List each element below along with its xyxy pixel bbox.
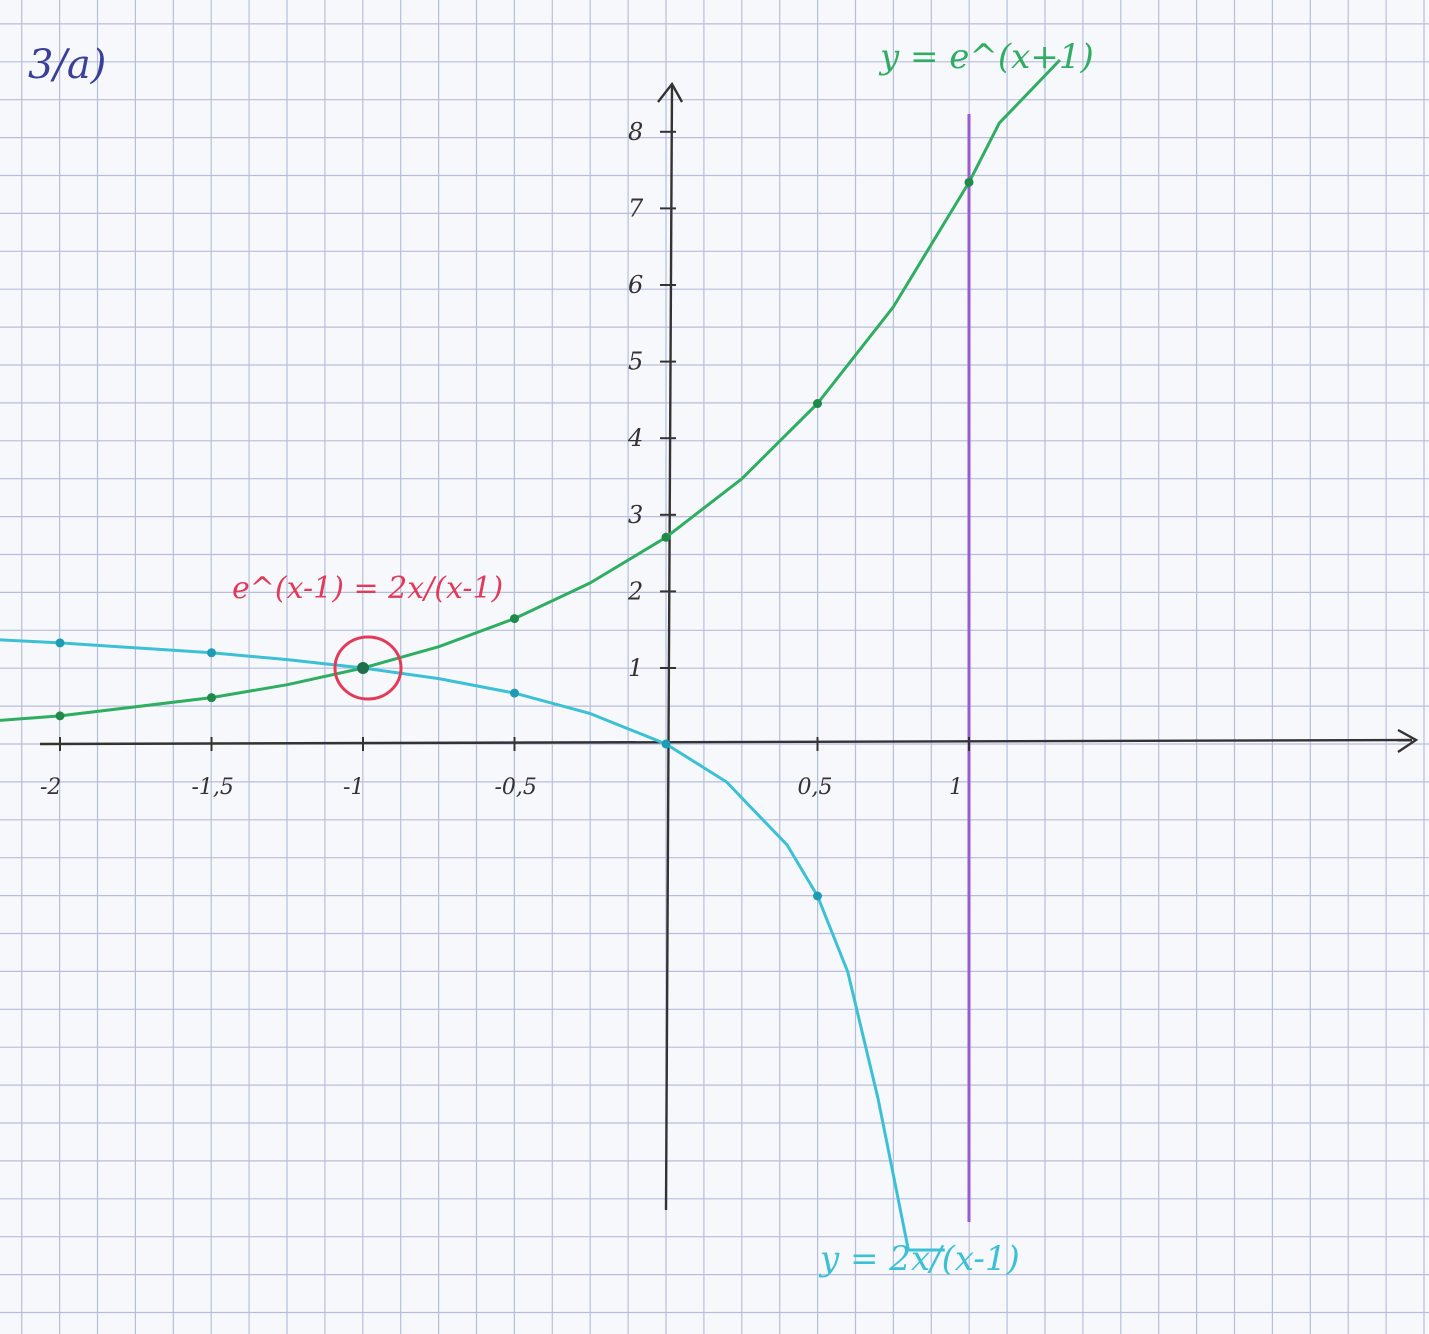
x-axis-arrow	[1397, 728, 1419, 753]
x-tick-label: 1	[949, 775, 963, 800]
x-tick-label: -2	[40, 775, 61, 800]
plotted-points	[55, 177, 974, 901]
x-tick-label: 0,5	[798, 775, 833, 800]
exp-curve-label: y = e^(x+1)	[878, 37, 1094, 77]
exercise-label: 3/a)	[28, 42, 106, 88]
data-point	[207, 693, 216, 703]
data-point	[55, 711, 65, 721]
data-point	[510, 688, 519, 698]
data-point	[661, 532, 671, 542]
y-tick-label: 8	[628, 118, 643, 146]
x-tick-label: -1	[343, 775, 364, 800]
tick-labels: -2 -1,5 -1 -0,5 0,5 1 1 2 3 4 5 6 7 8	[40, 118, 963, 800]
data-point	[661, 739, 671, 749]
x-tick-label: -0,5	[495, 775, 537, 800]
rational-curve-label: y = 2x/(x-1)	[818, 1239, 1020, 1279]
exp-curve	[0, 58, 1061, 722]
data-point	[964, 177, 974, 187]
y-tick-label: 3	[628, 501, 643, 529]
y-tick-label: 6	[628, 271, 643, 299]
intersection-circle	[333, 635, 403, 701]
axes	[39, 81, 1419, 1211]
data-point	[207, 648, 216, 658]
data-point	[55, 638, 65, 648]
y-axis	[664, 85, 674, 1211]
y-axis-arrow	[657, 81, 684, 103]
y-tick-label: 2	[627, 577, 643, 605]
equation-annotation: e^(x-1) = 2x/(x-1)	[232, 571, 503, 606]
x-axis	[39, 738, 1413, 746]
data-point	[813, 891, 822, 901]
y-tick-label: 7	[628, 194, 644, 222]
x-tick-label: -1,5	[192, 775, 234, 800]
y-tick-label: 1	[628, 654, 643, 682]
curves	[0, 58, 1061, 1252]
data-point	[357, 662, 369, 674]
y-tick-label: 4	[627, 424, 643, 452]
y-tick-label: 5	[628, 348, 643, 376]
data-point	[813, 399, 822, 409]
rational-curve	[0, 638, 945, 1252]
data-point	[510, 614, 519, 624]
